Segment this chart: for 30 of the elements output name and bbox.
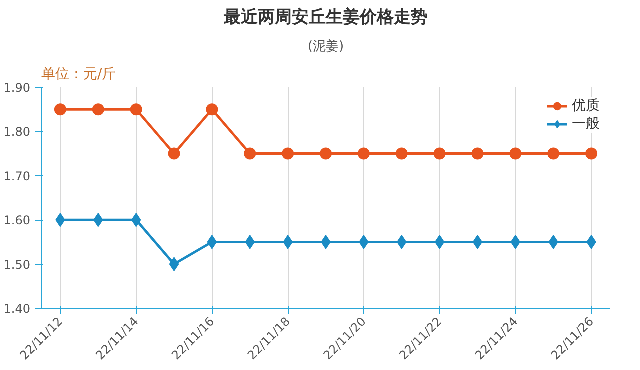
y-tick-label: 1.50 (4, 258, 30, 272)
y-tick-label: 1.40 (4, 302, 30, 316)
point (320, 148, 332, 160)
point (548, 148, 560, 160)
y-tick-label: 1.70 (4, 169, 30, 184)
point (207, 235, 218, 250)
y-tick-label: 1.80 (4, 125, 30, 140)
point (510, 148, 522, 160)
point (130, 104, 142, 116)
point (472, 235, 483, 250)
point (396, 148, 408, 160)
chart-title: 最近两周安丘生姜价格走势 (223, 6, 428, 28)
point (434, 235, 445, 250)
y-tick-label: 1.90 (4, 81, 30, 95)
point (244, 148, 256, 160)
point (206, 104, 218, 116)
point (358, 148, 370, 160)
point (282, 148, 294, 160)
y-axis-title: 单位：元/斤 (42, 66, 116, 82)
point (472, 148, 484, 160)
chart-subtitle: (泥姜) (308, 38, 344, 54)
y-tick-label: 1.60 (4, 214, 30, 228)
point (434, 148, 446, 160)
legend-label: 优质 (572, 97, 600, 115)
legend-label: 一般 (572, 115, 600, 133)
point (168, 148, 180, 160)
point (169, 257, 180, 272)
point (54, 104, 66, 116)
point (586, 148, 598, 160)
point (92, 104, 104, 116)
